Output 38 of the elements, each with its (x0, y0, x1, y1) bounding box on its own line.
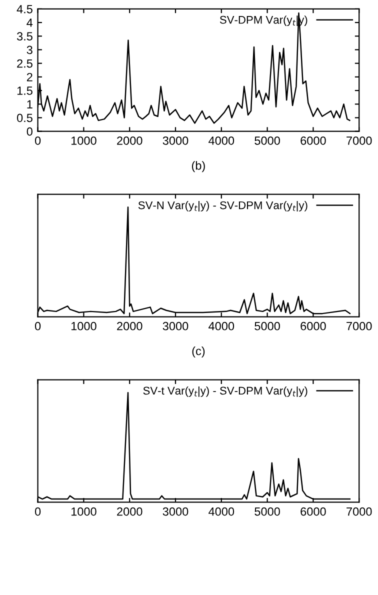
x-tick-label: 7000 (346, 507, 372, 516)
x-tick-label: 2000 (117, 322, 142, 330)
y-tick-label: 1.5 (17, 86, 32, 95)
x-tick-label: 4000 (208, 507, 234, 516)
x-tick-label: 1000 (71, 507, 96, 516)
x-tick-label: 7000 (346, 136, 372, 145)
x-axis-title: (c) (192, 346, 205, 358)
y-tick-label: 2.5 (17, 59, 32, 68)
y-tick-label: 3.5 (16, 32, 32, 41)
x-tick-label: 0 (34, 322, 41, 330)
x-tick-label: 3000 (162, 507, 188, 516)
x-tick-label: 6000 (300, 136, 326, 145)
x-tick-label: 1000 (71, 322, 96, 330)
y-tick-label: 0.5 (16, 114, 32, 122)
y-tick-label: 1 (27, 100, 32, 108)
legend-label: SV-N Var(y$_{t}$|y) - SV-DPM Var(y$_{t}$|y) (138, 201, 308, 212)
x-tick-label: 6000 (300, 507, 326, 516)
x-tick-label: 0 (34, 136, 41, 145)
x-tick-label: 3000 (162, 136, 188, 145)
y-tick-label: 2 (26, 72, 32, 82)
x-tick-label: 5000 (254, 322, 280, 330)
x-tick-label: 2000 (117, 136, 142, 145)
x-tick-label: 4000 (208, 322, 234, 330)
x-tick-label: 7000 (346, 322, 372, 330)
x-tick-label: 5000 (254, 136, 280, 145)
x-axis-title: (b) (192, 161, 205, 172)
x-tick-label: 3000 (162, 322, 188, 330)
y-tick-label: 0 (26, 127, 32, 136)
y-tick-label: 4.5 (16, 5, 32, 14)
x-tick-label: 1000 (71, 136, 96, 145)
x-tick-label: 0 (34, 507, 41, 516)
x-tick-label: 6000 (300, 322, 326, 330)
y-tick-label: 4 (26, 18, 33, 27)
legend-label: SV-t Var(y$_{t}$|y) - SV-DPM Var(y$_{t}$|y) (143, 386, 308, 397)
x-tick-label: 5000 (254, 507, 280, 516)
y-tick-label: 3 (26, 46, 32, 54)
x-tick-label: 2000 (117, 507, 142, 516)
x-tick-label: 4000 (208, 136, 234, 145)
